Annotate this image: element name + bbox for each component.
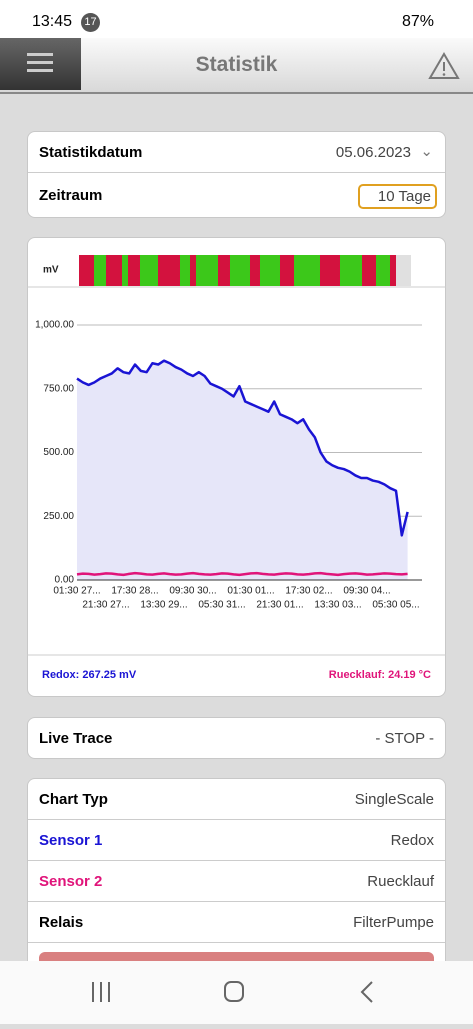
x-tick-label: 17:30 28... bbox=[111, 586, 158, 597]
value[interactable]: 10 Tage bbox=[357, 184, 437, 209]
label: Live Trace bbox=[39, 730, 113, 747]
config-card: Chart Typ SingleScale Sensor 1 Redox Senso… bbox=[27, 778, 446, 978]
value: 05.06.2023 bbox=[335, 144, 411, 161]
y-tick-label: 750.00 bbox=[43, 383, 74, 394]
line bbox=[76, 571, 408, 577]
x-tick-label: 21:30 01... bbox=[256, 600, 303, 611]
value: Ruecklauf bbox=[367, 873, 434, 890]
x-tick-label: 13:30 29... bbox=[140, 600, 187, 611]
label: Sensor 2 bbox=[39, 873, 103, 890]
value: SingleScale bbox=[354, 791, 434, 808]
warning-icon[interactable] bbox=[428, 52, 460, 80]
y-tick-label: 500.00 bbox=[43, 447, 74, 458]
chart: mV Redox: 267.25 mV Ruecklauf: 24.19 °C … bbox=[27, 255, 446, 681]
title: Statistik bbox=[195, 53, 278, 76]
legend-redox: Redox: 267.25 mV bbox=[42, 669, 137, 681]
label: Zeitraum bbox=[39, 187, 103, 204]
area bbox=[77, 360, 408, 580]
relay-bar bbox=[79, 255, 411, 286]
value: Redox bbox=[390, 832, 434, 849]
config-row[interactable]: Sensor 2 Ruecklauf bbox=[28, 861, 445, 902]
status-bar: 13:45 17 87% bbox=[0, 0, 473, 38]
date-row[interactable]: Statistikdatum 05.06.2023 ⌄ bbox=[28, 132, 445, 173]
y-tick-label: 250.00 bbox=[43, 511, 74, 522]
x-tick-label: 01:30 27... bbox=[53, 586, 100, 597]
x-tick-label: 01:30 01... bbox=[227, 586, 274, 597]
label: Sensor 1 bbox=[39, 832, 103, 849]
x-tick-label: 17:30 02... bbox=[285, 586, 332, 597]
x-tick-label: 05:30 05... bbox=[372, 600, 419, 611]
range-row[interactable]: Zeitraum 10 Tage bbox=[28, 175, 445, 215]
x-tick-label: 09:30 30... bbox=[169, 586, 216, 597]
chart-card: mV Redox: 267.25 mV Ruecklauf: 24.19 °C … bbox=[27, 237, 446, 697]
unit-label: mV bbox=[43, 265, 59, 276]
label: Relais bbox=[39, 914, 84, 931]
config-row[interactable]: Sensor 1 Redox bbox=[28, 820, 445, 861]
settings-card: Statistikdatum 05.06.2023 ⌄ Zeitraum 10 Tag… bbox=[27, 131, 446, 218]
x-tick-label: 09:30 04... bbox=[343, 586, 390, 597]
line bbox=[76, 359, 409, 537]
live-row[interactable]: Live Trace - STOP - bbox=[28, 718, 445, 758]
battery: 87% bbox=[402, 13, 435, 30]
x-tick-label: 05:30 31... bbox=[198, 600, 245, 611]
value: - STOP - bbox=[375, 730, 434, 747]
config-row[interactable]: Relais FilterPumpe bbox=[28, 902, 445, 943]
x-tick-label: 13:30 03... bbox=[314, 600, 361, 611]
label: Statistikdatum bbox=[39, 144, 143, 161]
legend-ruecklauf: Ruecklauf: 24.19 °C bbox=[329, 669, 431, 681]
x-tick-label: 21:30 27... bbox=[82, 600, 129, 611]
label: Chart Typ bbox=[39, 791, 108, 808]
y-tick-label: 0.00 bbox=[55, 575, 75, 586]
y-tick-label: 1,000.00 bbox=[35, 320, 74, 331]
config-row[interactable]: Chart Typ SingleScale bbox=[28, 779, 445, 820]
badge: 17 bbox=[81, 13, 100, 32]
live-card: Live Trace - STOP - bbox=[27, 717, 446, 759]
nav-bar bbox=[0, 961, 473, 1024]
value: FilterPumpe bbox=[353, 914, 434, 931]
time: 13:45 bbox=[32, 13, 73, 30]
header: Statistik bbox=[0, 38, 473, 94]
menu-button[interactable] bbox=[0, 38, 81, 90]
